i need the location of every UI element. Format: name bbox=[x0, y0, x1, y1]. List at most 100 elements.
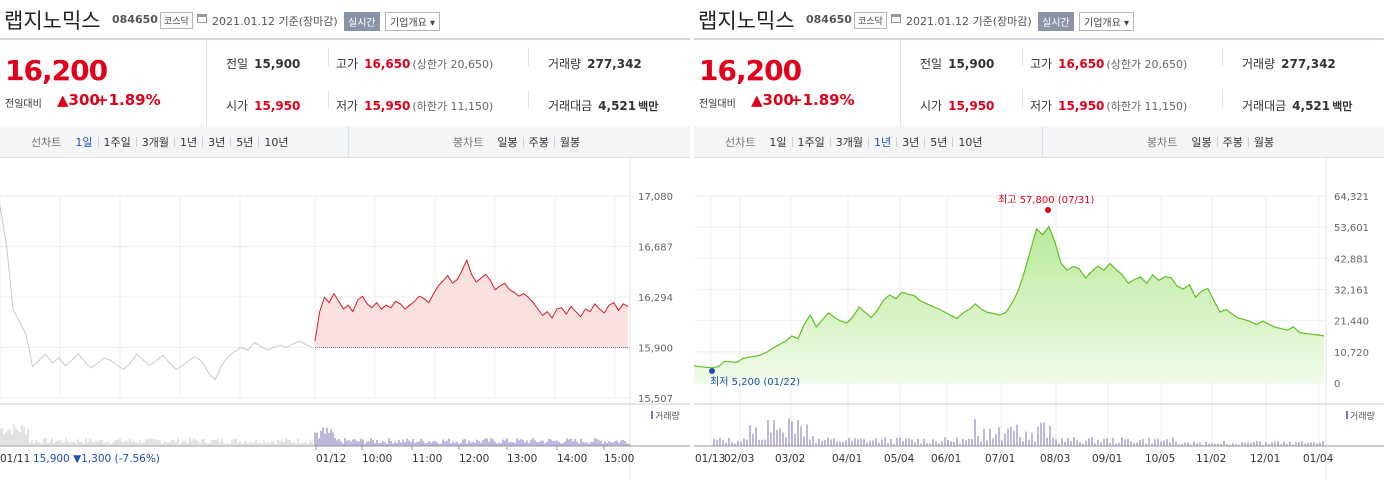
stock-title-bar: 랩지노믹스 084650 코스닥 2021.01.12 기준(장마감) 실시간 … bbox=[694, 0, 1384, 40]
quote-box: 16,200 전일대비 ▲300 +1.89% 전일 15,900 고가 16,65… bbox=[0, 40, 690, 127]
current-price: 16,200 bbox=[5, 54, 108, 87]
candle-tab-0[interactable]: 일봉 bbox=[1191, 135, 1212, 149]
intraday-area bbox=[315, 260, 628, 348]
stock-name: 랩지노믹스 bbox=[698, 9, 795, 33]
max-marker bbox=[1045, 207, 1051, 213]
x-tick-label: 08/03 bbox=[1040, 453, 1070, 465]
market-badge: 코스닥 bbox=[854, 12, 887, 29]
x-tick-label: 02/03 bbox=[724, 453, 754, 465]
high-price: 고가 16,650 (상한가 20,650) bbox=[1030, 57, 1188, 71]
x-tick-label: 01/04 bbox=[1303, 453, 1334, 465]
period-tab-2[interactable]: 3개월 bbox=[141, 135, 169, 149]
date-basis: 2021.01.12 기준(장마감) bbox=[906, 15, 1032, 28]
candle-tab-1[interactable]: 주봉 bbox=[528, 135, 549, 149]
volume: 거래량 277,342 bbox=[548, 57, 642, 71]
x-tick-label: 05/04 bbox=[884, 453, 915, 465]
prev-day-line bbox=[0, 206, 314, 381]
x-tick-label: 11/02 bbox=[1196, 453, 1226, 465]
y-tick-label: 32,161 bbox=[1334, 286, 1369, 297]
max-label: 최고 57,800 (07/31) bbox=[998, 194, 1094, 206]
company-info-button[interactable]: 기업개요 ▾ bbox=[1079, 12, 1134, 31]
open-price: 시가 15,950 bbox=[920, 99, 995, 113]
high-price: 고가 16,650 (상한가 20,650) bbox=[336, 57, 494, 71]
period-tab-3[interactable]: 1년 bbox=[874, 135, 892, 149]
stock-code: 084650 bbox=[806, 13, 852, 26]
volume-legend: 거래량 bbox=[655, 410, 680, 422]
prev-close: 전일 15,900 bbox=[920, 57, 995, 71]
candle-tab-2[interactable]: 월봉 bbox=[1253, 135, 1275, 149]
y-tick-label: 15,507 bbox=[638, 394, 673, 405]
x-tick-label: 10/05 bbox=[1145, 453, 1175, 465]
period-tab-4[interactable]: 3년 bbox=[902, 135, 920, 149]
period-tab-1[interactable]: 1주일 bbox=[103, 135, 131, 149]
candle-chart-label: 봉차트 bbox=[453, 135, 484, 149]
change-amount: ▲300 bbox=[751, 91, 794, 109]
period-tab-6[interactable]: 10년 bbox=[264, 135, 289, 149]
x-tick-label: 13:00 bbox=[507, 453, 537, 465]
x-tick-label: 09/01 bbox=[1092, 453, 1122, 465]
period-tab-0[interactable]: 1일 bbox=[769, 135, 787, 149]
candle-chart-tabs: 봉차트 일봉 주봉 월봉 bbox=[448, 126, 585, 157]
period-tab-0[interactable]: 1일 bbox=[75, 135, 93, 149]
y-tick-label: 64,321 bbox=[1334, 192, 1369, 203]
period-tab-bar: 선차트 1일 1주일 3개월 1년 3년 5년 10년 봉차트 일봉 주봉 월봉 bbox=[694, 126, 1384, 158]
stock-title-bar: 랩지노믹스 084650 코스닥 2021.01.12 기준(장마감) 실시간 … bbox=[0, 0, 690, 40]
candle-tab-1[interactable]: 주봉 bbox=[1222, 135, 1243, 149]
quote-box: 16,200 전일대비 ▲300 +1.89% 전일 15,900 고가 16,65… bbox=[694, 40, 1384, 127]
candle-chart-tabs: 봉차트 일봉 주봉 월봉 bbox=[1142, 126, 1279, 157]
x-tick-label: 10:00 bbox=[362, 453, 392, 465]
y-tick-label: 16,294 bbox=[638, 293, 673, 304]
x-tick-label: 04/01 bbox=[832, 453, 862, 465]
period-tab-4[interactable]: 3년 bbox=[208, 135, 226, 149]
period-tab-1[interactable]: 1주일 bbox=[797, 135, 825, 149]
x-tick-label: 14:00 bbox=[557, 453, 587, 465]
price-cell: 16,200 전일대비 ▲300 +1.89% bbox=[0, 40, 207, 126]
x-tick-label: 12:00 bbox=[459, 453, 489, 465]
chart-panel-yearly: 랩지노믹스 084650 코스닥 2021.01.12 기준(장마감) 실시간 … bbox=[694, 0, 1384, 480]
stock-code: 084650 bbox=[112, 13, 158, 26]
stock-name: 랩지노믹스 bbox=[4, 9, 101, 33]
company-info-button[interactable]: 기업개요 ▾ bbox=[385, 12, 440, 31]
realtime-button[interactable]: 실시간 bbox=[1038, 12, 1074, 31]
period-tab-5[interactable]: 5년 bbox=[236, 135, 254, 149]
chart-panel-daily: 랩지노믹스 084650 코스닥 2021.01.12 기준(장마감) 실시간 … bbox=[0, 0, 690, 480]
change-label: 전일대비 bbox=[699, 99, 736, 110]
x-tick-label: 01/12 bbox=[316, 453, 346, 465]
y-tick-label: 0 bbox=[1334, 379, 1340, 390]
y-tick-label: 53,601 bbox=[1334, 223, 1369, 234]
volume-legend: 거래량 bbox=[1350, 410, 1375, 422]
x-tick-label: 07/01 bbox=[985, 453, 1015, 465]
open-price: 시가 15,950 bbox=[226, 99, 301, 113]
yearly-area bbox=[694, 226, 1324, 383]
yearly-line bbox=[694, 225, 1325, 369]
candle-chart-label: 봉차트 bbox=[1147, 135, 1178, 149]
x-tick-label: 01/13 bbox=[695, 453, 725, 465]
line-chart-label: 선차트 bbox=[725, 135, 756, 149]
period-tab-6[interactable]: 10년 bbox=[958, 135, 983, 149]
period-tab-5[interactable]: 5년 bbox=[930, 135, 948, 149]
calendar-icon bbox=[197, 14, 207, 23]
x-tick-label: 11:00 bbox=[412, 453, 442, 465]
line-chart-tabs: 선차트 1일 1주일 3개월 1년 3년 5년 10년 bbox=[26, 126, 294, 157]
calendar-icon bbox=[891, 14, 901, 23]
change-amount: ▲300 bbox=[57, 91, 100, 109]
date-basis: 2021.01.12 기준(장마감) bbox=[212, 15, 338, 28]
period-tab-2[interactable]: 3개월 bbox=[835, 135, 863, 149]
low-price: 저가 15,950 (하한가 11,150) bbox=[1030, 99, 1188, 113]
low-price: 저가 15,950 (하한가 11,150) bbox=[336, 99, 494, 113]
volume-legend-swatch bbox=[1346, 411, 1348, 419]
market-badge: 코스닥 bbox=[160, 12, 193, 29]
x-tick-label: 12/01 bbox=[1250, 453, 1280, 465]
volume-legend-swatch bbox=[651, 411, 653, 419]
period-tab-bar: 선차트 1일 1주일 3개월 1년 3년 5년 10년 봉차트 일봉 주봉 월봉 bbox=[0, 126, 690, 158]
x-tick-label: 06/01 bbox=[931, 453, 961, 465]
price-cell: 16,200 전일대비 ▲300 +1.89% bbox=[694, 40, 901, 126]
trade-amount: 거래대금 4,521 백만 bbox=[548, 99, 659, 113]
line-chart-label: 선차트 bbox=[31, 135, 62, 149]
period-tab-3[interactable]: 1년 bbox=[180, 135, 198, 149]
realtime-button[interactable]: 실시간 bbox=[344, 12, 380, 31]
candle-tab-0[interactable]: 일봉 bbox=[497, 135, 518, 149]
candle-tab-2[interactable]: 월봉 bbox=[559, 135, 581, 149]
y-tick-label: 10,720 bbox=[1334, 348, 1369, 359]
